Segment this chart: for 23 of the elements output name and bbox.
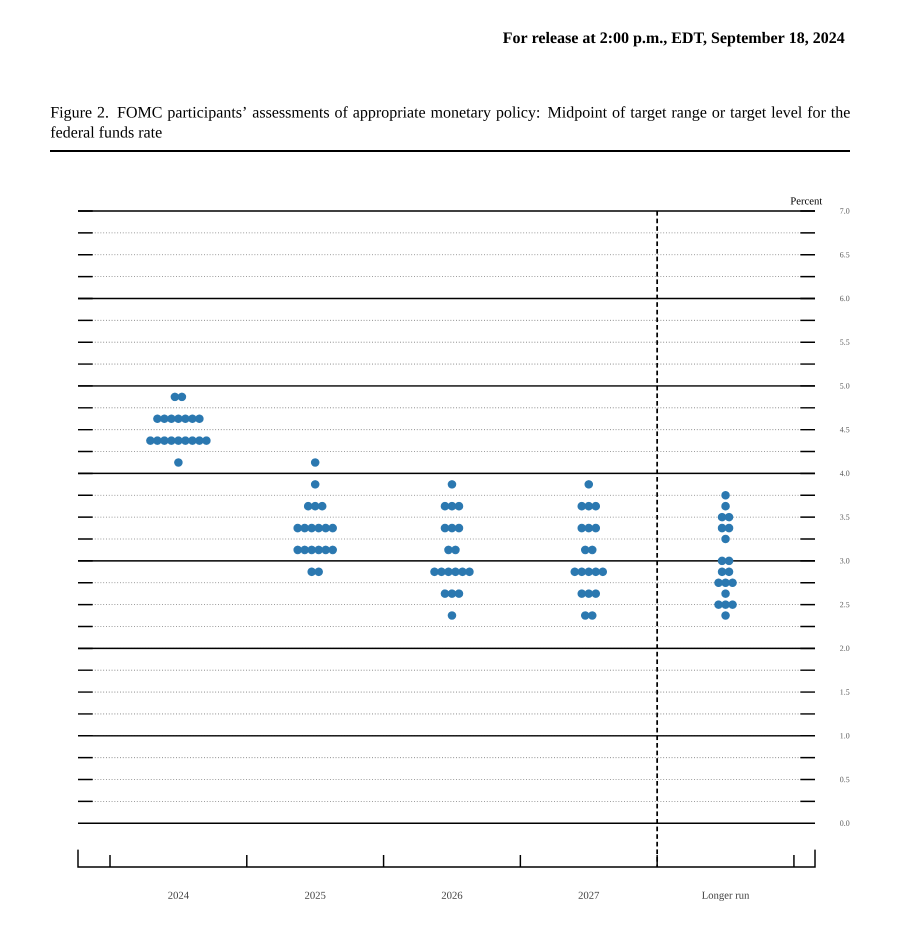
y-tick-label: 3.0 [840, 558, 850, 564]
y-tick-label: 5.0 [840, 383, 850, 389]
x-tick-label: 2026 [442, 892, 462, 899]
y-tick-label: 4.5 [840, 426, 850, 432]
y-tick-label: 7.0 [840, 208, 850, 214]
y-tick-label: 2.5 [840, 602, 850, 608]
x-tick-label: 2027 [578, 892, 600, 899]
text: For release at 2:00 p.m., EDT, September 18, 2024 [502, 32, 844, 46]
y-tick-label: 0.0 [840, 820, 850, 826]
y-tick-label: 4.0 [840, 470, 850, 476]
y-tick-label: 2.0 [840, 646, 850, 652]
x-tick-label: Longer run [702, 892, 750, 901]
x-tick-label: 2024 [168, 892, 189, 899]
y-tick-label: 0.5 [840, 776, 850, 782]
y-tick-label: 6.5 [840, 252, 850, 258]
y-tick-label: 5.5 [840, 340, 850, 345]
y-tick-label: 6.0 [840, 296, 850, 302]
y-tick-label: 1.0 [840, 733, 850, 739]
chart-title: Figure 2. FOMC participants’ assessments of appropriate monetary policy: Midpoint of target range or target level for the federal funds rate [50, 106, 850, 138]
y-tick-label: 3.5 [840, 514, 850, 520]
x-tick-label: 2025 [304, 892, 326, 899]
y-tick-label: 1.5 [840, 689, 850, 695]
y-axis-title: Percent [790, 197, 822, 204]
